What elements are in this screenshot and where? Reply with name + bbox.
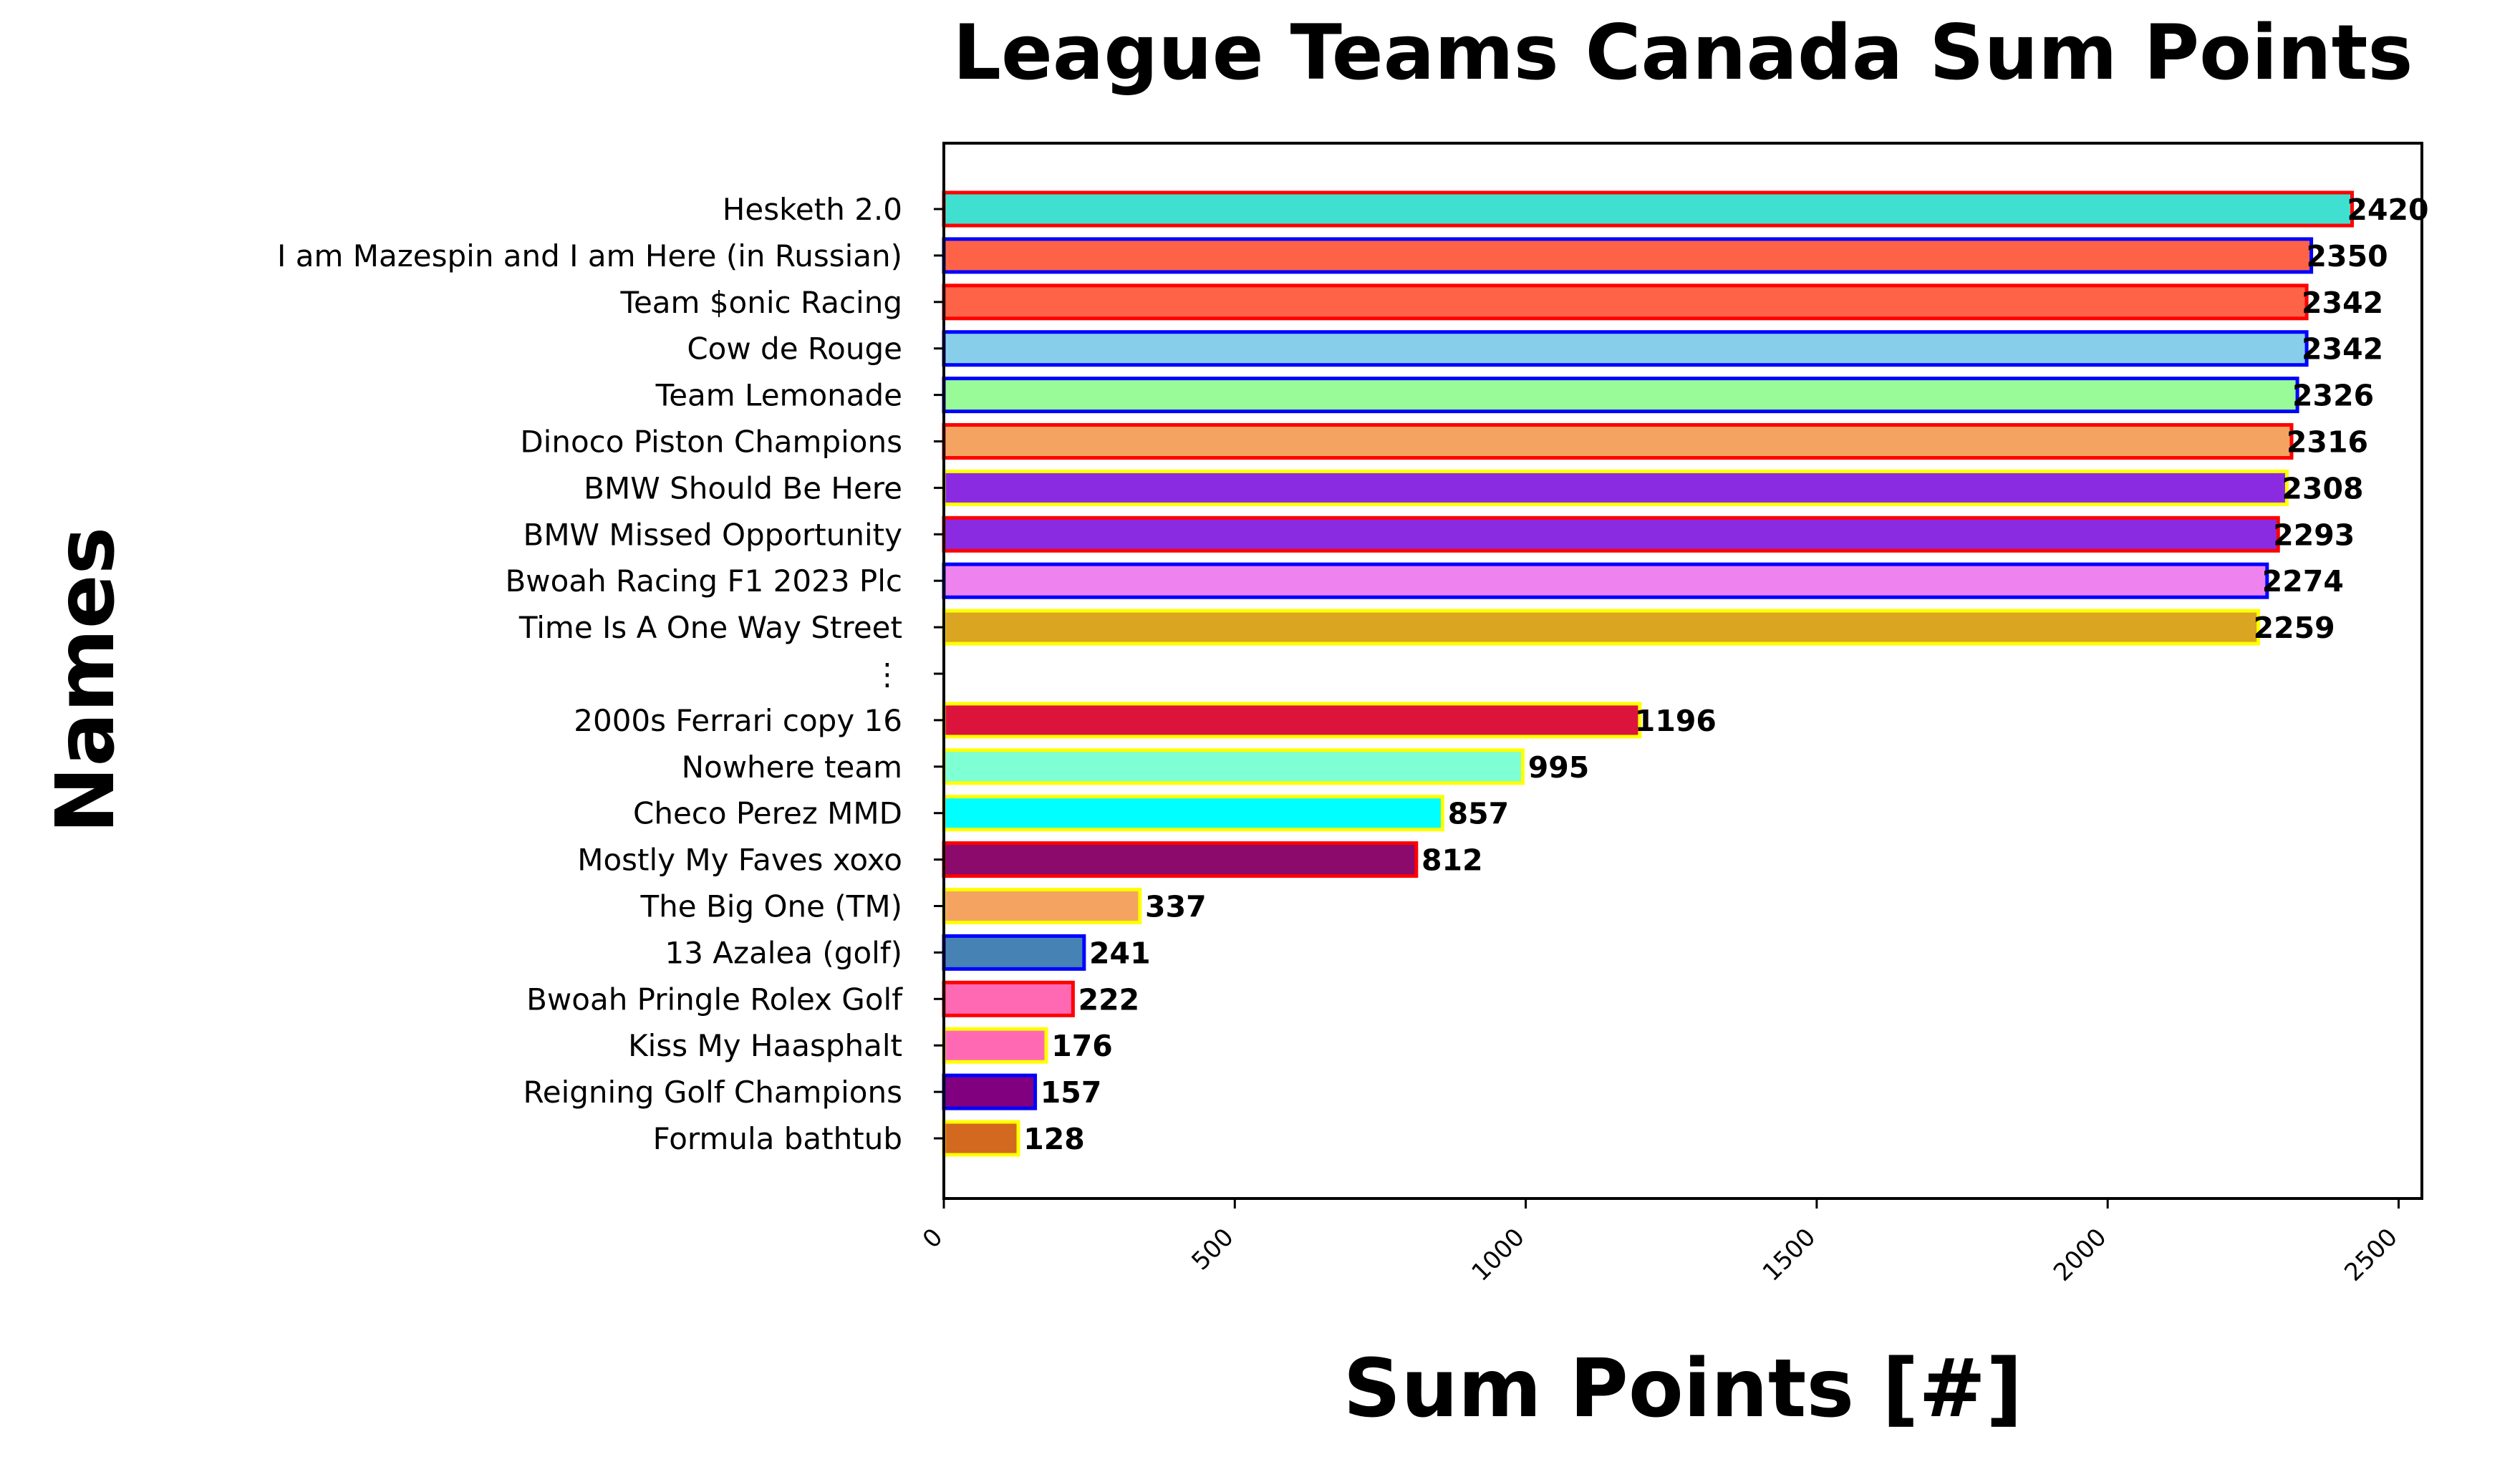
x-tick-label: 500 (1186, 1223, 1239, 1276)
y-tick-label: 2000s Ferrari copy 16 (574, 703, 902, 738)
bar (942, 934, 1086, 971)
bar (942, 284, 2309, 321)
y-tick-label: Nowhere team (682, 750, 902, 785)
bar (942, 888, 1142, 924)
bar-value-label: 2342 (2302, 332, 2383, 367)
x-tick-label: 0 (917, 1223, 949, 1254)
y-tick-label: BMW Should Be Here (584, 470, 902, 505)
bar (942, 562, 2269, 599)
x-axis: 0 500 1000 1500 2000 2500 (917, 1198, 2403, 1287)
bar-value-label: 995 (1528, 750, 1590, 785)
y-tick-label: Mostly My Faves xoxo (577, 843, 902, 878)
bar-value-label: 2326 (2292, 379, 2374, 413)
bar (942, 515, 2280, 553)
y-tick-label: Team Lemonade (655, 378, 902, 413)
bar-value-label: 2259 (2254, 611, 2335, 645)
bar (942, 1120, 1020, 1157)
bar-value-label: 222 (1078, 982, 1140, 1017)
y-tick-label: I am Mazespin and I am Here (in Russian) (277, 238, 902, 273)
bar (942, 609, 2261, 646)
bar (942, 980, 1075, 1017)
bar-value-label: 1196 (1635, 704, 1717, 738)
x-tick-label: 1000 (1466, 1223, 1530, 1287)
y-tick-label: Team $onic Racing (619, 285, 902, 320)
chart-title: League Teams Canada Sum Points (952, 9, 2413, 97)
bar (942, 795, 1444, 832)
bar (942, 237, 2314, 274)
x-tick-label: 2000 (2048, 1223, 2112, 1287)
bar-value-label: 337 (1145, 890, 1207, 924)
bar-value-label: 2308 (2282, 471, 2363, 505)
y-axis: Hesketh 2.0 I am Mazespin and I am Here (… (277, 192, 944, 1156)
y-tick-label: Bwoah Pringle Rolex Golf (526, 982, 903, 1017)
bars-layer (942, 190, 2354, 1157)
y-tick-label: Bwoah Racing F1 2023 Plc (505, 563, 902, 599)
x-tick-label: 1500 (1757, 1223, 1821, 1287)
bar (942, 469, 2289, 506)
bar (942, 1073, 1038, 1110)
bar-value-label: 857 (1448, 797, 1510, 831)
bar-value-label: 2274 (2262, 564, 2344, 599)
y-axis-label: Names (39, 527, 132, 834)
bar-value-label: 2293 (2273, 518, 2355, 552)
bar (942, 190, 2354, 228)
y-tick-label: Hesketh 2.0 (723, 192, 902, 227)
y-tick-label: Checo Perez MMD (633, 796, 902, 831)
bar (942, 423, 2294, 460)
bar-value-label: 812 (1421, 843, 1483, 878)
y-tick-label: ⋮ (872, 657, 902, 692)
bar-value-label: 2420 (2347, 193, 2428, 227)
bar-value-label: 241 (1089, 936, 1151, 970)
bar (942, 748, 1525, 785)
bar-value-label: 176 (1051, 1029, 1113, 1063)
bar-value-label: 128 (1023, 1122, 1085, 1156)
y-tick-label: The Big One (TM) (640, 889, 903, 924)
y-tick-label: 13 Azalea (golf) (665, 935, 903, 970)
bar (942, 330, 2309, 367)
bar (942, 1027, 1048, 1064)
bar (942, 377, 2299, 414)
bar-value-label: 157 (1041, 1075, 1102, 1110)
bar (942, 841, 1419, 878)
y-tick-label: Reigning Golf Champions (523, 1075, 902, 1110)
y-tick-label: BMW Missed Opportunity (523, 517, 903, 552)
y-tick-label: Time Is A One Way Street (518, 610, 902, 645)
x-axis-label: Sum Points [#] (1343, 1342, 2023, 1435)
y-tick-label: Dinoco Piston Champions (520, 425, 902, 460)
x-tick-label: 2500 (2339, 1223, 2403, 1287)
y-tick-label: Cow de Rouge (687, 331, 902, 367)
value-labels-layer: 2420 2350 2342 2342 2326 2316 2308 2293 2274 2259… (1023, 193, 2428, 1156)
bar-value-label: 2316 (2287, 425, 2368, 460)
bar-value-label: 2342 (2302, 286, 2383, 320)
bar-value-label: 2350 (2307, 239, 2388, 273)
plot-area-frame (942, 142, 2423, 1200)
y-tick-label: Kiss My Haasphalt (628, 1028, 902, 1063)
bar (942, 702, 1642, 739)
y-tick-label: Formula bathtub (653, 1121, 902, 1156)
